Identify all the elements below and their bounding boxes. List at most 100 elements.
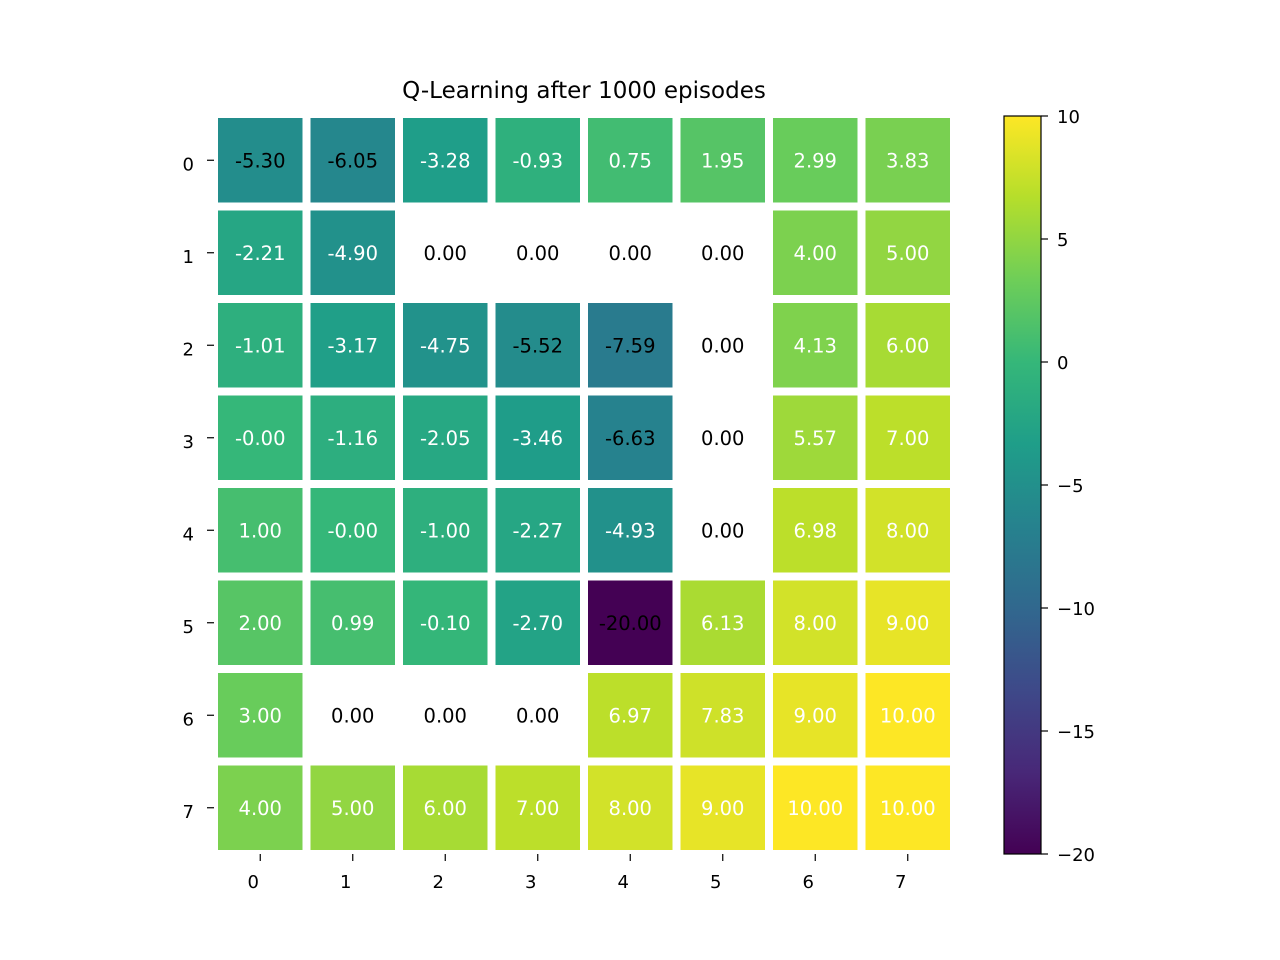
heatmap-cell-r7-c6 <box>773 765 858 850</box>
cell-label-r7-c7: 10.00 <box>880 797 936 820</box>
heatmap-cell-r0-c0 <box>218 118 303 203</box>
y-tick-label-4: 4 <box>183 524 194 545</box>
heatmap-cell-r6-c0 <box>218 673 303 758</box>
cell-label-r2-c7: 6.00 <box>886 334 929 357</box>
heatmap-cell-r0-c4 <box>588 118 673 203</box>
x-tick-label-2: 2 <box>433 872 444 893</box>
colorbar-tick-label-1: 5 <box>1057 230 1068 251</box>
x-axis: 0 1 2 3 4 5 6 7 <box>248 854 909 893</box>
heatmap-cell-r0-c7 <box>865 118 950 203</box>
cell-label-r6-c0: 3.00 <box>239 704 282 727</box>
cell-label-r5-c2: -0.10 <box>420 612 470 635</box>
heatmap-cell-r4-c3 <box>495 488 580 573</box>
colorbar-tick-label-5: −15 <box>1057 722 1095 743</box>
cell-label-r3-c4: -6.63 <box>605 427 655 450</box>
heatmap-cell-r3-c2 <box>403 395 488 480</box>
heatmap-cell-r5-c3 <box>495 580 580 665</box>
cell-label-r2-c4: -7.59 <box>605 334 655 357</box>
heatmap-cell-r2-c7 <box>865 303 950 388</box>
y-tick-label-3: 3 <box>183 432 194 453</box>
heatmap-cell-r4-c6 <box>773 488 858 573</box>
cell-label-r6-c5: 7.83 <box>701 704 744 727</box>
heatmap-cell-r3-c4 <box>588 395 673 480</box>
cell-label-r1-c0: -2.21 <box>235 242 285 265</box>
heatmap-cell-r2-c6 <box>773 303 858 388</box>
cell-label-r2-c2: -4.75 <box>420 334 470 357</box>
heatmap-cell-r0-c6 <box>773 118 858 203</box>
heatmap-cell-r7-c4 <box>588 765 673 850</box>
colorbar-gradient <box>1003 115 1042 855</box>
cell-label-r2-c5: 0.00 <box>701 334 744 357</box>
heatmap-cell-r1-c0 <box>218 210 303 295</box>
cell-label-r3-c6: 5.57 <box>794 427 837 450</box>
cell-label-r4-c1: -0.00 <box>328 519 378 542</box>
x-tick-label-1: 1 <box>340 872 351 893</box>
heatmap-cell-r0-c5 <box>680 118 765 203</box>
heatmap-cell-labels: -5.30 -6.05 -3.28 -0.93 0.75 1.95 2.99 3.83 -2.2… <box>235 149 936 820</box>
cell-label-r7-c2: 6.00 <box>424 797 467 820</box>
x-tick-label-0: 0 <box>248 872 259 893</box>
y-axis: 0 1 2 3 4 5 6 7 <box>183 154 214 823</box>
cell-label-r3-c0: -0.00 <box>235 427 285 450</box>
heatmap-cell-r0-c3 <box>495 118 580 203</box>
cell-label-r6-c7: 10.00 <box>880 704 936 727</box>
cell-label-r3-c3: -3.46 <box>513 427 563 450</box>
cell-label-r6-c2: 0.00 <box>424 704 467 727</box>
cell-label-r2-c3: -5.52 <box>513 334 563 357</box>
heatmap-cell-r3-c6 <box>773 395 858 480</box>
cell-label-r4-c7: 8.00 <box>886 519 929 542</box>
cell-label-r1-c3: 0.00 <box>516 242 559 265</box>
heatmap-cell-r7-c3 <box>495 765 580 850</box>
cell-label-r5-c5: 6.13 <box>701 612 744 635</box>
cell-label-r1-c4: 0.00 <box>609 242 652 265</box>
cell-label-r4-c0: 1.00 <box>239 519 282 542</box>
y-tick-label-2: 2 <box>183 339 194 360</box>
heatmap-cell-r6-c7 <box>865 673 950 758</box>
cell-label-r5-c6: 8.00 <box>794 612 837 635</box>
colorbar-tick-label-2: 0 <box>1057 353 1068 374</box>
cell-label-r2-c0: -1.01 <box>235 334 285 357</box>
heatmap-cell-r7-c0 <box>218 765 303 850</box>
cell-label-r0-c1: -6.05 <box>328 149 378 172</box>
heatmap-cell-r3-c1 <box>310 395 395 480</box>
cell-label-r5-c4: -20.00 <box>599 612 662 635</box>
heatmap-cell-r7-c5 <box>680 765 765 850</box>
cell-label-r1-c1: -4.90 <box>328 242 378 265</box>
heatmap-cell-r4-c4 <box>588 488 673 573</box>
cell-label-r6-c4: 6.97 <box>609 704 652 727</box>
cell-label-r0-c3: -0.93 <box>513 149 563 172</box>
cell-label-r7-c5: 9.00 <box>701 797 744 820</box>
cell-label-r0-c4: 0.75 <box>609 149 652 172</box>
heatmap-cell-r6-c6 <box>773 673 858 758</box>
x-tick-label-4: 4 <box>618 872 629 893</box>
heatmap-cell-r2-c2 <box>403 303 488 388</box>
cell-label-r3-c2: -2.05 <box>420 427 470 450</box>
heatmap-cell-r2-c3 <box>495 303 580 388</box>
heatmap-cell-r3-c0 <box>218 395 303 480</box>
y-tick-label-0: 0 <box>183 154 194 175</box>
heatmap-cell-r5-c1 <box>310 580 395 665</box>
heatmap-cell-r7-c2 <box>403 765 488 850</box>
cell-label-r6-c6: 9.00 <box>794 704 837 727</box>
x-tick-label-5: 5 <box>710 872 721 893</box>
cell-label-r3-c7: 7.00 <box>886 427 929 450</box>
cell-label-r7-c4: 8.00 <box>609 797 652 820</box>
colorbar-tick-label-0: 10 <box>1057 107 1080 128</box>
cell-label-r4-c3: -2.27 <box>513 519 563 542</box>
colorbar-tick-label-6: −20 <box>1057 845 1095 866</box>
heatmap-cell-r3-c7 <box>865 395 950 480</box>
cell-label-r4-c2: -1.00 <box>420 519 470 542</box>
x-tick-label-3: 3 <box>525 872 536 893</box>
cell-label-r0-c2: -3.28 <box>420 149 470 172</box>
y-tick-label-7: 7 <box>183 802 194 823</box>
heatmap-cell-r1-c6 <box>773 210 858 295</box>
cell-label-r3-c1: -1.16 <box>328 427 378 450</box>
heatmap-cell-r4-c0 <box>218 488 303 573</box>
cell-label-r0-c7: 3.83 <box>886 149 929 172</box>
cell-label-r5-c7: 9.00 <box>886 612 929 635</box>
heatmap-cell-r0-c1 <box>310 118 395 203</box>
cell-label-r2-c6: 4.13 <box>794 334 837 357</box>
cell-label-r7-c0: 4.00 <box>239 797 282 820</box>
cell-label-r7-c3: 7.00 <box>516 797 559 820</box>
